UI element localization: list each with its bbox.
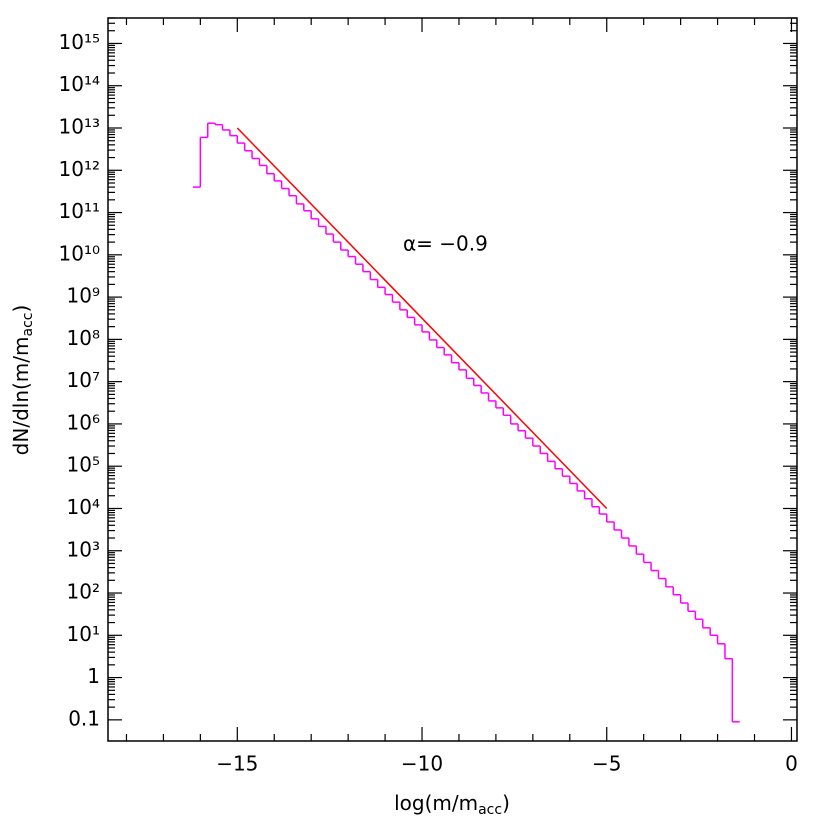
x-tick-label: −15: [216, 752, 258, 776]
y-tick-label: 10²: [67, 580, 100, 604]
x-label-main: log(m/m: [394, 791, 478, 815]
y-tick-label: 10³: [67, 537, 100, 561]
y-tick-label: 10⁷: [67, 368, 100, 392]
y-tick-label: 10¹²: [59, 157, 100, 181]
y-axis-label: dN/dln(m/macc): [9, 305, 37, 456]
y-tick-label: 10⁸: [67, 326, 100, 350]
y-tick-label: 10⁶: [67, 410, 100, 434]
annotation: α= −0.9: [403, 232, 488, 256]
x-label-end: ): [502, 791, 510, 815]
y-label-end: ): [9, 305, 33, 313]
y-tick-label: 10¹¹: [59, 199, 100, 223]
y-label-main: dN/dln(m/m: [9, 336, 33, 455]
y-tick-label: 10⁹: [67, 284, 100, 308]
x-tick-label: −10: [401, 752, 443, 776]
y-tick-label: 10¹³: [59, 115, 100, 139]
x-label-sub: acc: [478, 802, 502, 818]
x-axis-label: log(m/macc): [394, 791, 510, 819]
x-tick-label: −5: [592, 752, 621, 776]
x-tick-label: 0: [785, 752, 798, 776]
y-tick-label: 10⁵: [67, 453, 100, 477]
plot-frame: [107, 17, 798, 742]
y-tick-label: 10⁴: [67, 495, 100, 519]
fit-line: [236, 127, 608, 509]
y-tick-label: 0.1: [68, 706, 100, 730]
y-tick-label: 10¹⁴: [59, 72, 100, 96]
histogram-risers: [199, 123, 734, 722]
y-tick-label: 1: [87, 664, 100, 688]
y-tick-label: 10¹⁵: [59, 30, 100, 54]
y-label-sub: acc: [20, 313, 36, 337]
y-tick-label: 10¹⁰: [59, 241, 100, 265]
y-tick-label: 10¹: [67, 622, 100, 646]
